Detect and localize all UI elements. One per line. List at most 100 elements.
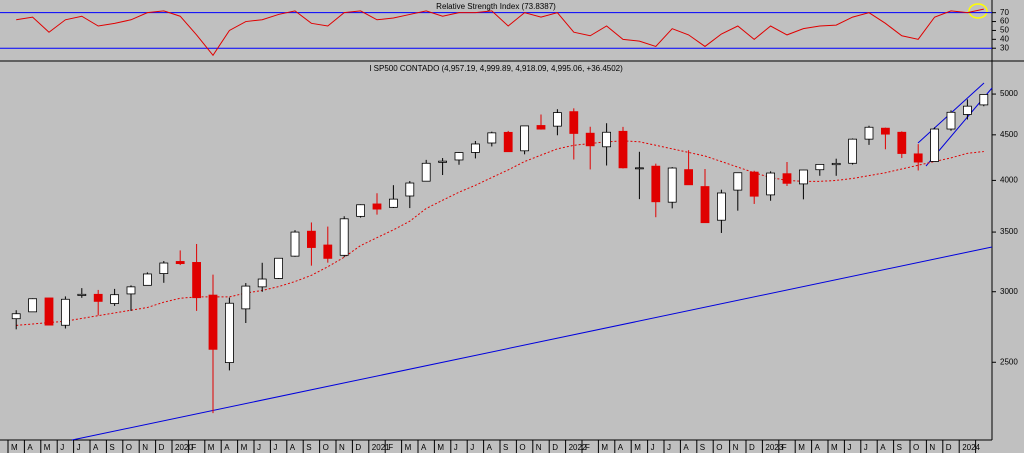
x-tick-label: A [815,443,821,452]
candle-body [913,153,923,163]
x-tick-label: N [733,443,739,452]
candle-body [192,262,202,299]
x-tick-label: F [388,443,393,452]
candle-body [733,172,743,191]
y-tick-label: 3500 [1000,227,1018,236]
candle-body [635,167,644,170]
candle-body [946,111,956,130]
candle-body [520,125,529,152]
candle-body [864,126,874,140]
x-tick-label: O [913,443,919,452]
candle-body [766,172,775,196]
x-tick-label: 2021 [372,443,390,452]
candle-body [503,131,513,153]
candle-body [963,105,972,115]
candle-body [421,162,431,182]
x-tick-label: J [273,443,277,452]
candle-body [553,112,562,127]
candle-body [323,244,333,259]
x-tick-label: A [290,443,296,452]
x-tick-label: A [27,443,33,452]
candle-body [11,313,21,320]
price-title: I SP500 CONTADO (4,957.19, 4,999.89, 4,9… [369,64,623,73]
candle-body [470,143,480,153]
x-tick-label: N [536,443,542,452]
candle-body [815,163,825,171]
y-tick-label: 40 [1000,34,1009,43]
x-tick-label: A [618,443,624,452]
candle-body [602,131,611,148]
candle-body [224,302,234,363]
trendline [71,246,993,441]
x-tick-label: J [651,443,655,452]
x-tick-label: J [864,443,868,452]
x-tick-label: D [946,443,952,452]
candle-body [93,293,103,302]
candle-body [372,203,382,210]
x-tick-label: A [421,443,427,452]
candle-body [306,230,316,248]
y-tick-label: 70 [1000,8,1009,17]
candle-body [700,186,710,224]
x-tick-label: O [519,443,525,452]
x-tick-label: O [716,443,722,452]
x-tick-label: 2023 [765,443,783,452]
candle-body [208,294,218,350]
x-tick-label: J [667,443,671,452]
candle-body [831,162,841,166]
candle-body [487,132,497,144]
x-tick-label: A [93,443,99,452]
x-tick-label: M [831,443,838,452]
x-tick-label: J [60,443,64,452]
candle-body [257,278,267,288]
candle-body [110,294,119,304]
candle-body [930,128,939,162]
x-tick-label: 2024 [962,443,980,452]
x-tick-label: J [847,443,851,452]
x-tick-label: O [126,443,132,452]
candle-body [438,160,448,163]
x-tick-label: S [109,443,114,452]
x-tick-label: A [880,443,886,452]
x-tick-label: 2022 [569,443,587,452]
candle-body [667,167,677,203]
x-tick-label: F [191,443,196,452]
x-tick-label: S [306,443,311,452]
x-tick-label: D [159,443,165,452]
candle-body [897,131,907,154]
candle-body [241,285,251,310]
candle-body [405,182,415,197]
candle-body [684,169,693,186]
candle-body [979,94,989,106]
candle-body [848,138,857,164]
rsi-title: Relative Strength Index (73.8387) [436,2,556,11]
candle-body [585,132,595,147]
candle-body [782,173,792,184]
candle-body [339,218,349,256]
x-tick-label: S [700,443,705,452]
y-tick-label: 5000 [1000,89,1018,98]
moving-average [16,140,984,326]
candle-body [717,192,726,221]
candle-body [290,231,300,257]
candle-body [388,198,398,208]
candle-body [651,165,661,203]
x-tick-label: M [405,443,412,452]
x-tick-label: F [585,443,590,452]
candle-body [618,130,628,169]
x-tick-label: 2020 [175,443,193,452]
y-tick-label: 30 [1000,43,1009,52]
y-tick-label: 60 [1000,17,1009,26]
candle-body [454,152,464,161]
x-tick-label: S [503,443,508,452]
x-tick-label: J [77,443,81,452]
candle-body [749,171,759,197]
x-tick-label: N [339,443,345,452]
x-tick-label: M [634,443,641,452]
x-tick-label: N [929,443,935,452]
rsi-line [16,8,984,57]
candle-body [175,261,185,265]
candle-body [44,297,54,326]
x-tick-label: M [798,443,805,452]
